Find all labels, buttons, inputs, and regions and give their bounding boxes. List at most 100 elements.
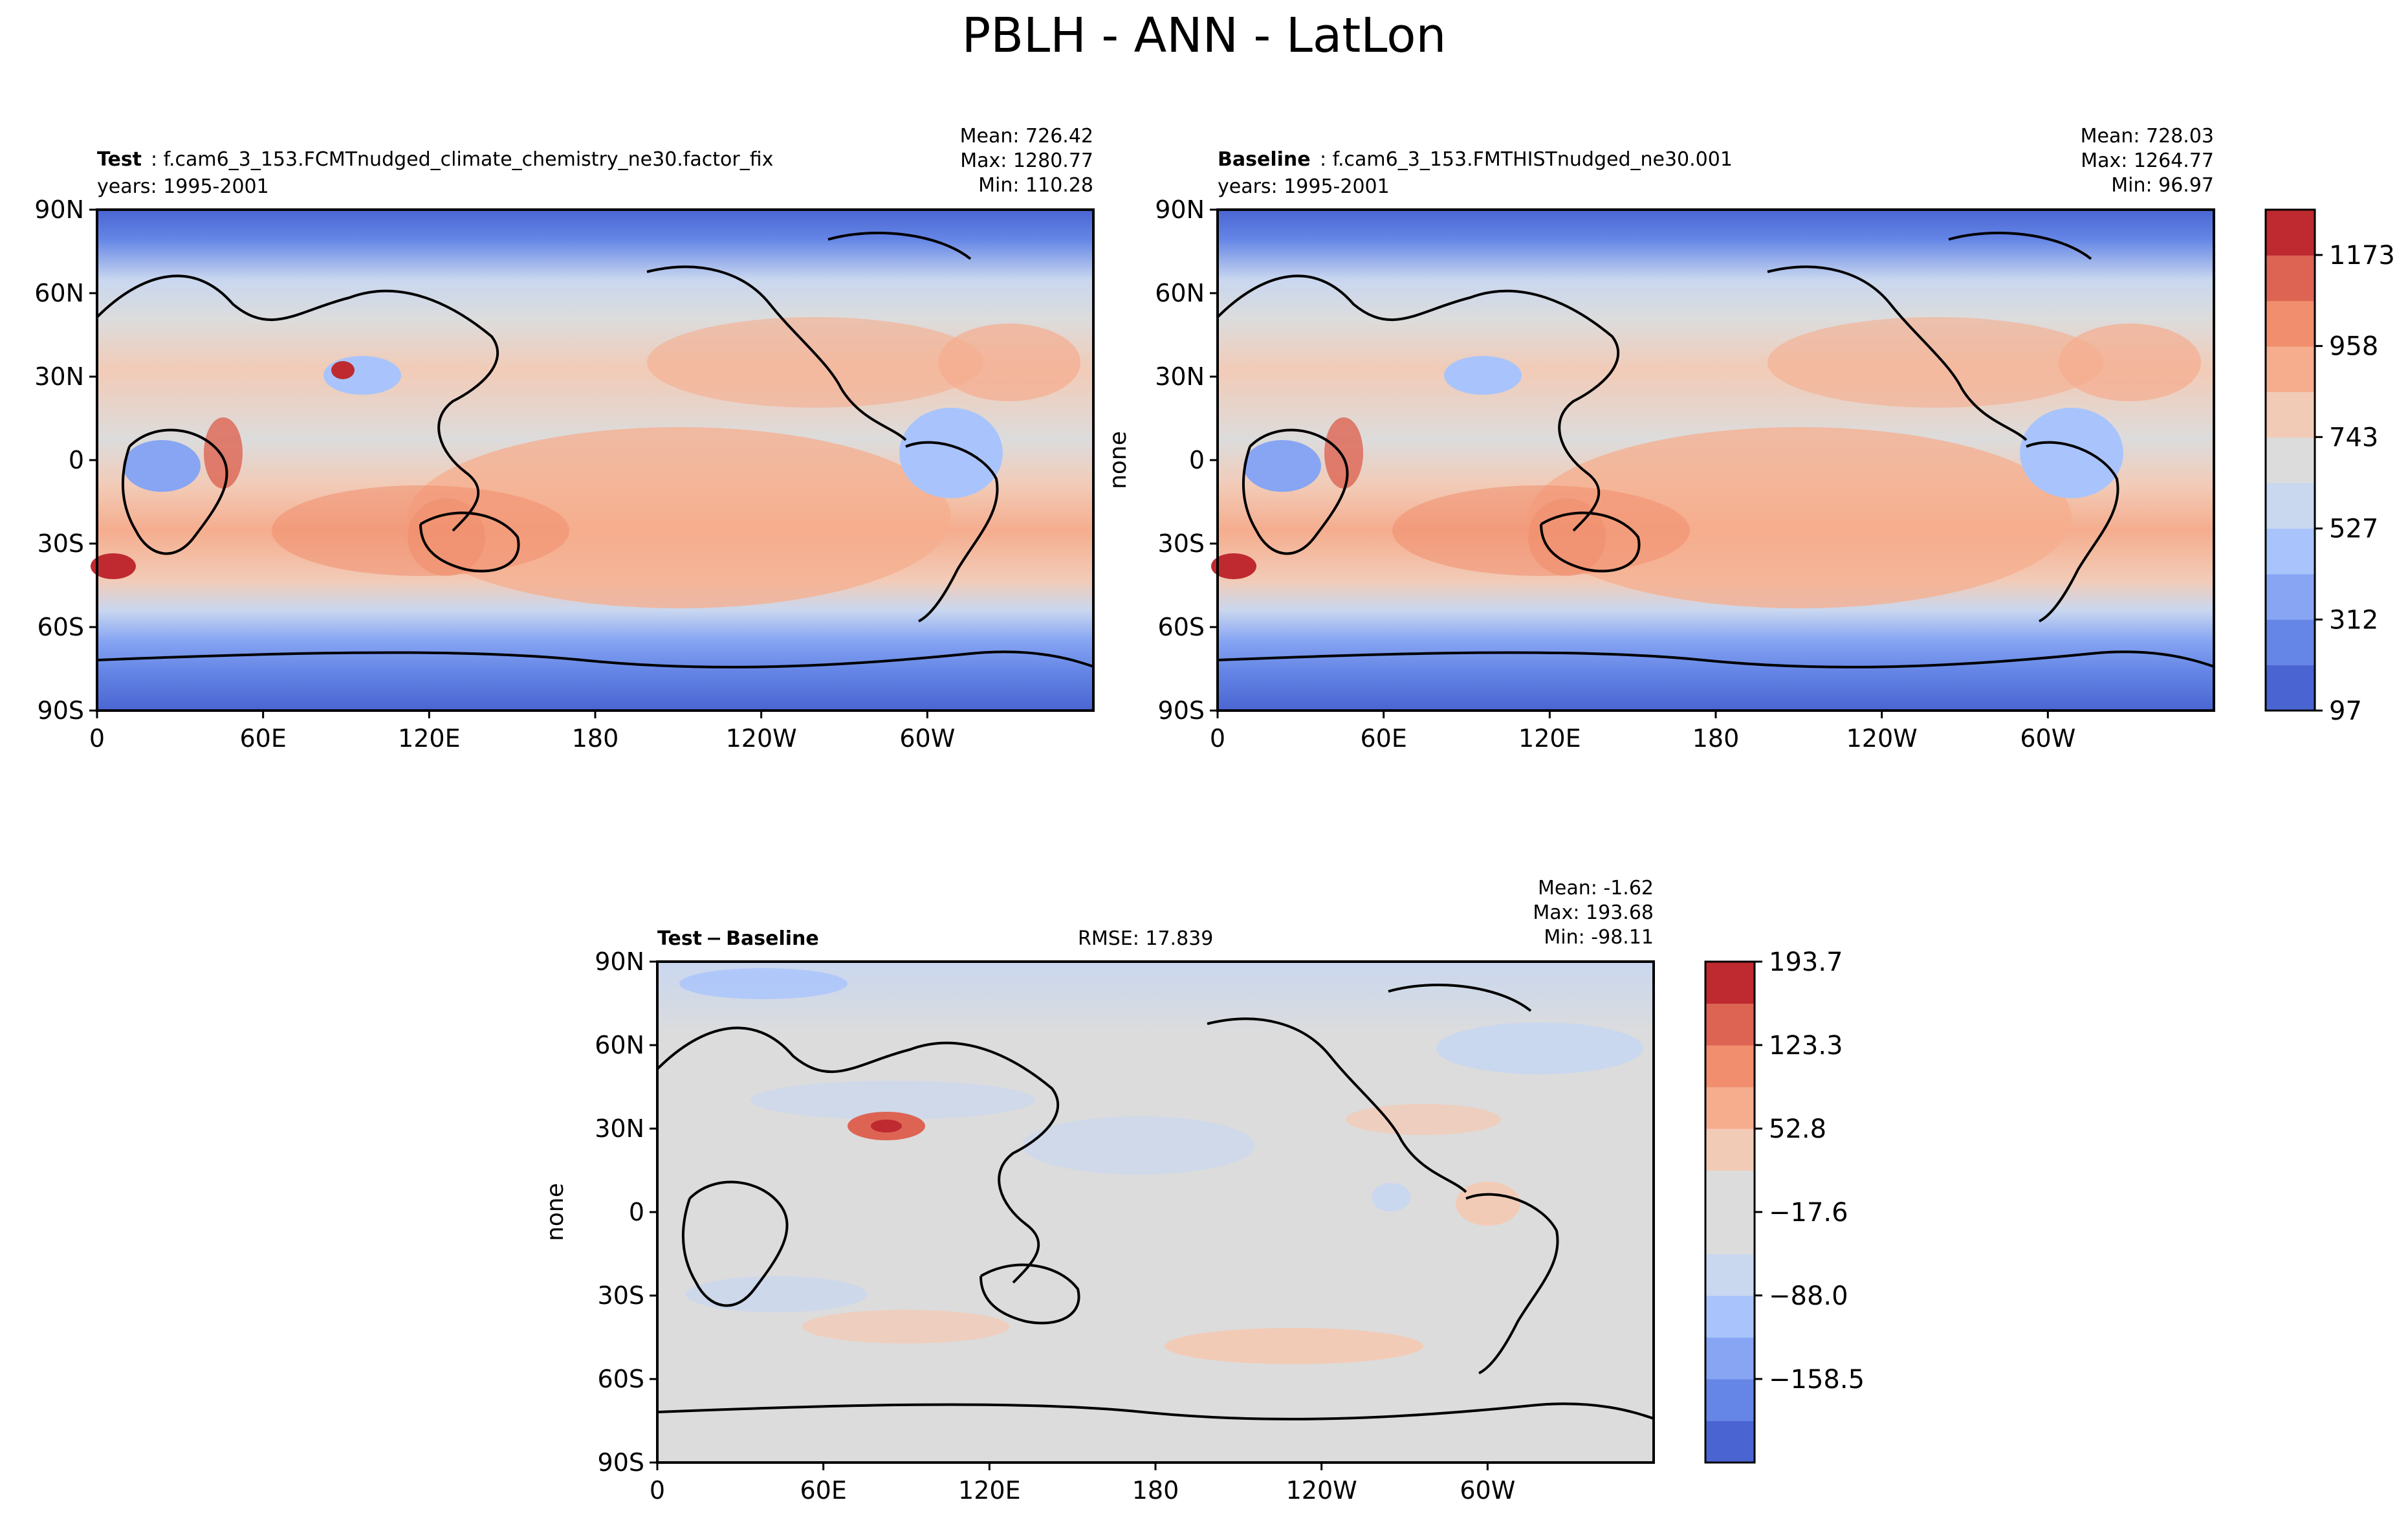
- colorbar-difference-band: [1705, 1045, 1755, 1087]
- colorbar-difference-band: [1705, 1337, 1755, 1380]
- difference-lat-tick-label: 30N: [595, 1114, 644, 1143]
- colorbar-difference-band: [1705, 1003, 1755, 1046]
- colorbar-top: 97 312 527 743 958 1173: [2264, 208, 2395, 726]
- difference-map-field: [657, 962, 1654, 1463]
- test-stat-max: Max: 1280.77: [960, 149, 1093, 172]
- baseline-stat-max: Max: 1264.77: [2081, 149, 2214, 172]
- baseline-stat-mean: Mean: 728.03: [2081, 125, 2214, 148]
- difference-lat-tick-label: 60N: [595, 1031, 644, 1059]
- baseline-lat-tick-label: 60S: [1158, 613, 1205, 641]
- baseline-lon-tick-label: 0: [1210, 724, 1225, 753]
- colorbar-top-tick-label: 527: [2329, 514, 2378, 544]
- baseline-lon-ticks: 0 60E 120E 180 120W 60W: [1210, 711, 2075, 753]
- test-label-case: : f.cam6_3_153.FCMTnudged_climate_chemis…: [151, 148, 773, 171]
- test-panel: Test : f.cam6_3_153.FCMTnudged_climate_c…: [34, 125, 1095, 753]
- test-coastlines: [96, 232, 1094, 668]
- difference-lat-tick-label: 90S: [598, 1448, 644, 1477]
- test-label-bold: Test: [97, 148, 142, 171]
- colorbar-difference-band: [1705, 1296, 1755, 1338]
- colorbar-top-band: [2266, 665, 2315, 711]
- difference-stat-max: Max: 193.68: [1533, 901, 1654, 924]
- test-lat-tick-label: 0: [69, 446, 84, 474]
- colorbar-top-band: [2266, 619, 2315, 666]
- difference-rmse: RMSE: 17.839: [1078, 927, 1213, 950]
- colorbar-difference-tick-label: 123.3: [1769, 1031, 1843, 1061]
- test-lon-tick-label: 120E: [398, 724, 461, 753]
- difference-lon-tick-label: 120W: [1286, 1476, 1357, 1505]
- colorbar-top-tick-label: 312: [2329, 605, 2378, 635]
- baseline-stat-min: Min: 96.97: [2111, 174, 2214, 197]
- baseline-lat-tick-label: 90S: [1158, 696, 1205, 725]
- colorbar-difference-tick-label: −158.5: [1769, 1365, 1865, 1395]
- difference-lon-tick-label: 180: [1132, 1476, 1179, 1505]
- colorbar-top-tick-label: 1173: [2329, 241, 2395, 271]
- baseline-coastlines: [1216, 232, 2215, 668]
- baseline-lon-tick-label: 60E: [1360, 724, 1406, 753]
- colorbar-difference-tick-label: 52.8: [1769, 1114, 1826, 1144]
- colorbar-top-band: [2266, 346, 2315, 392]
- test-lon-tick-label: 60E: [239, 724, 286, 753]
- difference-lon-tick-label: 60W: [1460, 1476, 1515, 1505]
- test-map-field: [91, 210, 1093, 711]
- difference-lat-tick-label: 30S: [598, 1281, 644, 1310]
- baseline-lat-tick-label: 60N: [1155, 279, 1205, 307]
- test-lat-tick-label: 30S: [38, 529, 84, 558]
- baseline-label-case: : f.cam6_3_153.FMTHISTnudged_ne30.001: [1320, 148, 1733, 171]
- test-lat-tick-label: 30N: [34, 362, 84, 391]
- difference-lon-tick-label: 60E: [800, 1476, 846, 1505]
- test-lat-ticks: 90N 60N 30N 0 30S 60S 90S: [34, 195, 97, 725]
- difference-stat-mean: Mean: -1.62: [1538, 877, 1654, 900]
- baseline-years: years: 1995-2001: [1218, 175, 1390, 198]
- test-stat-min: Min: 110.28: [978, 174, 1093, 197]
- baseline-lon-tick-label: 60W: [2020, 724, 2075, 753]
- baseline-panel: Baseline : f.cam6_3_153.FMTHISTnudged_ne…: [1105, 125, 2215, 753]
- colorbar-difference-band: [1705, 1253, 1755, 1296]
- colorbar-top-band: [2266, 392, 2315, 438]
- colorbar-top-band: [2266, 528, 2315, 575]
- colorbar-difference-band: [1705, 962, 1755, 1004]
- colorbar-top-frame: [2264, 208, 2316, 712]
- test-lon-ticks: 0 60E 120E 180 120W 60W: [89, 711, 955, 753]
- colorbar-top-tick-label: 97: [2329, 696, 2362, 726]
- colorbar-top-band: [2266, 255, 2315, 302]
- difference-lon-ticks: 0 60E 120E 180 120W 60W: [650, 1463, 1515, 1505]
- colorbar-top-band: [2266, 437, 2315, 483]
- difference-coastlines: [656, 984, 1654, 1420]
- difference-lon-tick-label: 120E: [958, 1476, 1021, 1505]
- colorbar-difference-band: [1705, 1087, 1755, 1129]
- colorbar-difference: −158.5 −88.0 −17.6 52.8 123.3 193.7: [1704, 947, 1865, 1464]
- colorbar-difference-band: [1705, 1420, 1755, 1463]
- colorbar-top-band: [2266, 210, 2315, 256]
- difference-lon-tick-label: 0: [650, 1476, 665, 1505]
- colorbar-difference-tick-label: 193.7: [1769, 947, 1843, 977]
- baseline-map-field: [1211, 210, 2214, 711]
- baseline-lat-tick-label: 30N: [1155, 362, 1205, 391]
- test-lon-tick-label: 60W: [899, 724, 955, 753]
- test-lat-tick-label: 90S: [38, 696, 84, 725]
- colorbar-difference-band: [1705, 1212, 1755, 1254]
- baseline-lat-tick-label: 30S: [1158, 529, 1205, 558]
- difference-lat-ticks: 90N 60N 30N 0 30S 60S 90S: [595, 947, 657, 1477]
- difference-lat-tick-label: 0: [629, 1198, 644, 1226]
- figure-title: PBLH - ANN - LatLon: [962, 8, 1447, 63]
- test-lon-tick-label: 0: [89, 724, 105, 753]
- difference-lat-tick-label: 90N: [595, 947, 644, 976]
- test-lat-tick-label: 60N: [34, 279, 84, 307]
- colorbar-difference-band: [1705, 1170, 1755, 1213]
- colorbar-top-band: [2266, 300, 2315, 347]
- colorbar-top-tick-label: 743: [2329, 423, 2378, 452]
- colorbar-difference-band: [1705, 1129, 1755, 1171]
- difference-stat-min: Min: -98.11: [1544, 926, 1654, 949]
- baseline-lon-tick-label: 120W: [1846, 724, 1918, 753]
- difference-lat-tick-label: 60S: [598, 1365, 644, 1393]
- baseline-lat-ticks: 90N 60N 30N 0 30S 60S 90S: [1155, 195, 1218, 725]
- colorbar-top-tick-label: 958: [2329, 332, 2378, 362]
- baseline-ylabel: none: [1105, 431, 1132, 489]
- test-lon-tick-label: 180: [572, 724, 619, 753]
- difference-ylabel: none: [542, 1183, 569, 1241]
- baseline-lon-tick-label: 180: [1692, 724, 1740, 753]
- colorbar-top-band: [2266, 573, 2315, 620]
- colorbar-difference-tick-label: −17.6: [1769, 1198, 1848, 1228]
- test-stat-mean: Mean: 726.42: [960, 125, 1093, 148]
